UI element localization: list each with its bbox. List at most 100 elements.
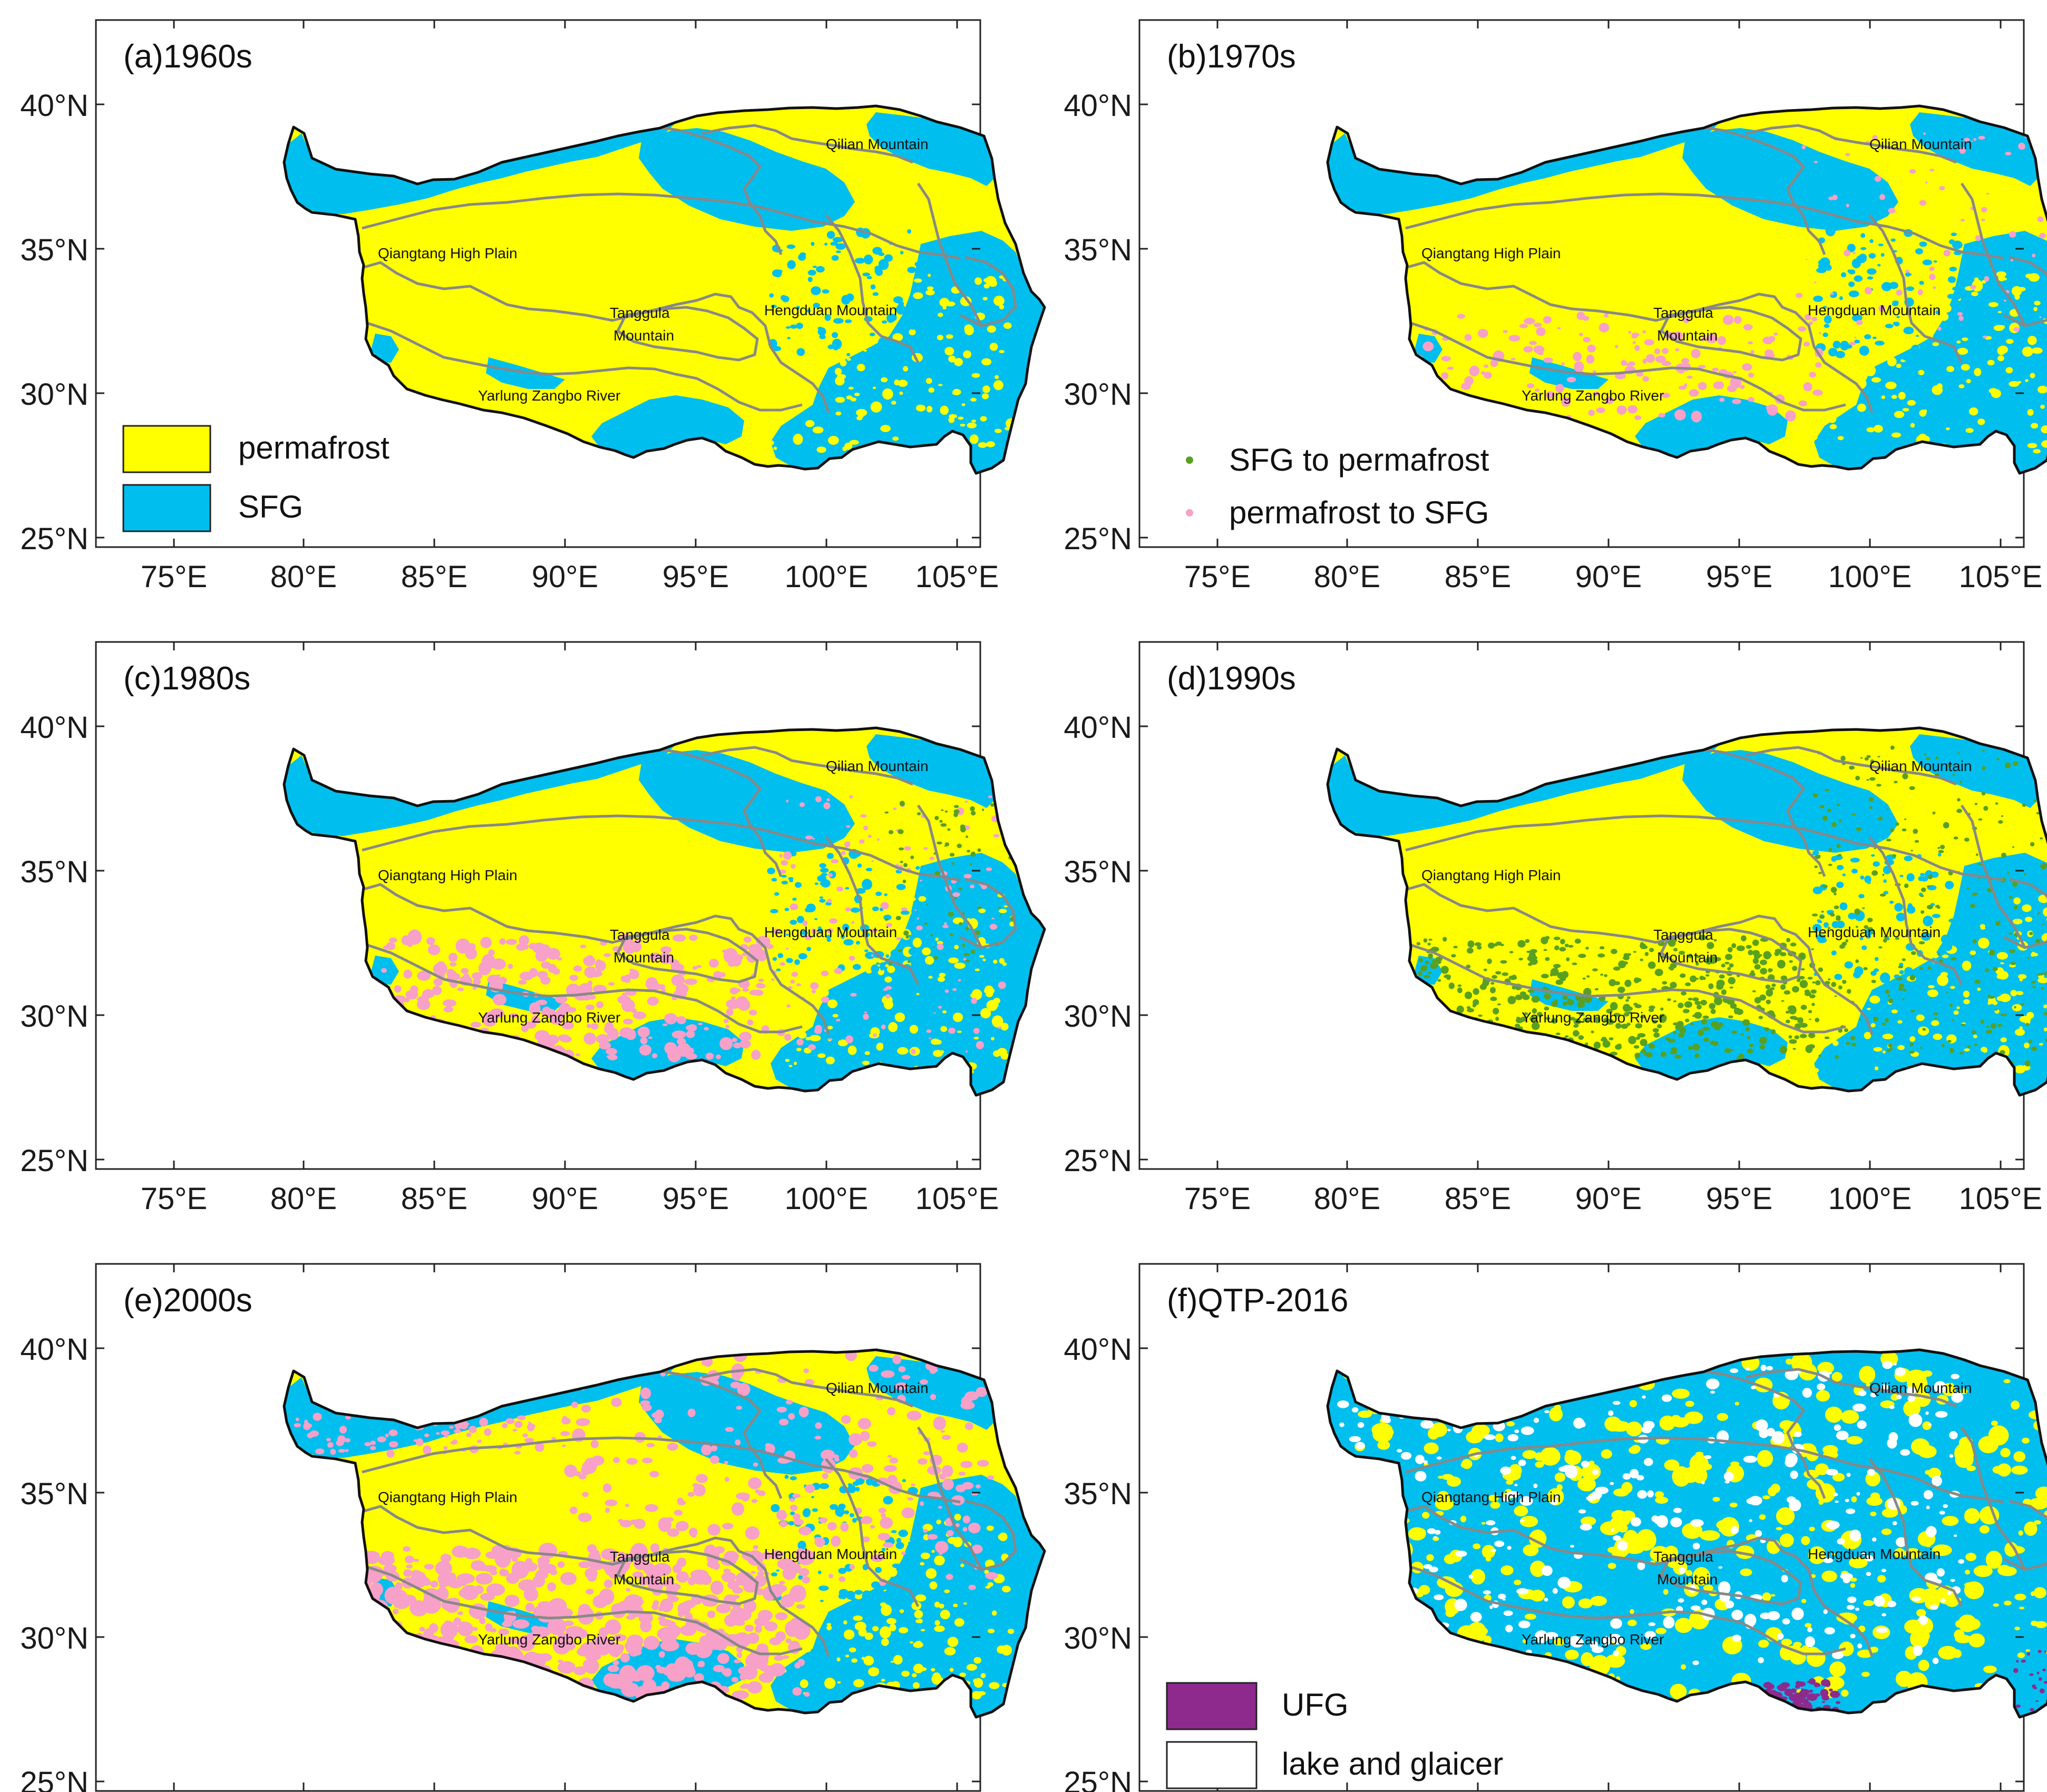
label-yarlung-zangbo-river: Yarlung Zangbo River (1522, 387, 1664, 404)
lat-tick-label: 40°N (20, 89, 89, 123)
lat-tick-label: 40°N (20, 710, 89, 745)
lon-tick-label: 95°E (662, 560, 729, 594)
label-hengduan-mountain: Hengduan Mountain (1808, 302, 1941, 318)
label-mountain: Mountain (1657, 949, 1718, 966)
label-yarlung-zangbo-river: Yarlung Zangbo River (478, 387, 620, 404)
lon-tick-label: 95°E (1706, 1182, 1772, 1216)
label-yarlung-zangbo-river: Yarlung Zangbo River (478, 1009, 620, 1026)
label-mountain: Mountain (1657, 1571, 1718, 1588)
lon-tick-label: 105°E (915, 1182, 999, 1216)
plateau-map: Qilian Mountain Qiangtang High Plain Tangg… (1328, 106, 2047, 473)
lat-tick-label: 35°N (1064, 1477, 1132, 1511)
lat-tick-label: 30°N (20, 377, 89, 412)
lon-tick-label: 105°E (1959, 560, 2043, 594)
lat-axis: 25°N 30°N 35°N 40°N (20, 710, 980, 1178)
label-tanggula: Tanggula (610, 305, 670, 321)
legend-dot (1186, 509, 1193, 517)
label-qilian-mountain: Qilian Mountain (1869, 136, 1972, 152)
lon-tick-label: 85°E (1445, 1182, 1511, 1216)
lat-tick-label: 25°N (20, 1766, 89, 1792)
lat-tick-label: 40°N (1064, 89, 1132, 123)
lon-tick-label: 100°E (1828, 1182, 1912, 1216)
legend: permafrost SFG (122, 425, 389, 532)
lon-tick-label: 90°E (532, 1182, 598, 1216)
map-panel-b: Qilian Mountain Qiangtang High Plain Tangg… (1064, 19, 2047, 594)
map-layers (1328, 112, 2047, 473)
legend-swatch (122, 484, 211, 532)
legend-label: SFG to permafrost (1229, 442, 1489, 478)
lon-tick-label: 80°E (270, 1182, 337, 1216)
lat-tick-label: 40°N (1064, 710, 1132, 745)
label-qilian-mountain: Qilian Mountain (1869, 1380, 1972, 1396)
lon-axis: 75°E 80°E 85°E 90°E 95°E 100°E 105°E (141, 20, 999, 594)
label-hengduan-mountain: Hengduan Mountain (1808, 1546, 1941, 1562)
label-yarlung-zangbo-river: Yarlung Zangbo River (1522, 1009, 1664, 1026)
legend-label: SFG (238, 489, 303, 524)
place-labels: Qilian Mountain Qiangtang High Plain Tangg… (1421, 758, 1972, 1026)
lon-tick-label: 75°E (1184, 560, 1251, 594)
lat-axis: 25°N 30°N 35°N 40°N (1064, 1332, 2024, 1792)
lat-tick-label: 25°N (1064, 1144, 1132, 1178)
lat-tick-label: 35°N (1064, 855, 1132, 889)
lon-tick-label: 75°E (141, 1182, 207, 1216)
label-mountain: Mountain (1657, 327, 1718, 344)
lon-tick-label: 105°E (915, 560, 999, 594)
label-qilian-mountain: Qilian Mountain (1869, 758, 1972, 774)
sfg-patches (1813, 225, 1963, 361)
label-qiangtang-high-plain: Qiangtang High Plain (378, 1489, 518, 1505)
lat-tick-label: 40°N (1064, 1332, 1132, 1367)
lon-tick-label: 75°E (141, 560, 207, 594)
lat-tick-label: 30°N (1064, 377, 1132, 412)
lat-tick-label: 25°N (1064, 522, 1132, 556)
lat-tick-label: 35°N (20, 233, 89, 267)
map-panel-a: Qilian Mountain Qiangtang High Plain Tangg… (20, 19, 1045, 594)
permafrost-patches (765, 1514, 1015, 1700)
lat-tick-label: 30°N (20, 1621, 89, 1655)
plateau-map: Qilian Mountain Qiangtang High Plain Tangg… (284, 728, 1045, 1095)
legend-label: permafrost to SFG (1229, 495, 1489, 530)
map-panel-e: Qilian Mountain Qiangtang High Plain Tangg… (20, 1263, 1045, 1792)
panel-title: (a)1960s (123, 38, 252, 75)
lon-tick-label: 100°E (785, 1182, 869, 1216)
label-tanggula: Tanggula (1653, 927, 1713, 943)
place-labels: Qilian Mountain Qiangtang High Plain Tangg… (1421, 136, 1972, 404)
lon-tick-label: 85°E (1445, 560, 1511, 594)
label-mountain: Mountain (613, 1571, 674, 1588)
label-qilian-mountain: Qilian Mountain (826, 136, 929, 152)
permafrost-to-sfg-patches (1796, 132, 2046, 346)
place-labels: Qilian Mountain Qiangtang High Plain Tangg… (378, 136, 929, 404)
legend-label: permafrost (238, 430, 389, 465)
lat-axis: 25°N 30°N 35°N 40°N (20, 1332, 980, 1792)
lon-tick-label: 80°E (270, 560, 337, 594)
lon-axis: 75°E 80°E 85°E 90°E 95°E 100°E 105°E (1184, 20, 2043, 594)
map-panel-d: Qilian Mountain Qiangtang High Plain Tangg… (1064, 641, 2047, 1216)
legend-swatch (122, 425, 211, 473)
place-labels: Qilian Mountain Qiangtang High Plain Tangg… (378, 1380, 929, 1648)
permafrost-patches (766, 271, 1017, 456)
lon-axis: 75°E 80°E 85°E 90°E 95°E 100°E 105°E (141, 642, 999, 1216)
lat-tick-label: 25°N (20, 1144, 89, 1178)
sfg-patches (768, 227, 920, 357)
lon-tick-label: 90°E (1575, 1182, 1642, 1216)
label-qiangtang-high-plain: Qiangtang High Plain (1421, 867, 1561, 883)
permafrost-to-sfg-patches (564, 1350, 998, 1594)
lat-axis: 25°N 30°N 35°N 40°N (1064, 710, 2024, 1178)
label-yarlung-zangbo-river: Yarlung Zangbo River (478, 1631, 620, 1648)
permafrost-to-sfg-patches (1409, 311, 1824, 424)
plateau-map: Qilian Mountain Qiangtang High Plain Tangg… (1328, 1350, 2047, 1717)
label-tanggula: Tanggula (610, 1548, 670, 1565)
lon-axis: 75°E 80°E 85°E 90°E 95°E 100°E 105°E (1184, 642, 2042, 1216)
map-panel-f: Qilian Mountain Qiangtang High Plain Tangg… (1064, 1263, 2047, 1792)
plateau-map: Qilian Mountain Qiangtang High Plain Tangg… (1328, 728, 2047, 1095)
lat-tick-label: 30°N (1064, 999, 1132, 1034)
label-qilian-mountain: Qilian Mountain (826, 758, 929, 774)
legend: UFG lake and glaicer (1166, 1682, 1503, 1789)
panel-title: (e)2000s (123, 1282, 252, 1319)
lat-tick-label: 35°N (20, 1477, 89, 1511)
legend-swatch (1166, 1682, 1258, 1730)
label-mountain: Mountain (613, 327, 674, 344)
legend-label: lake and glaicer (1282, 1746, 1503, 1781)
lat-tick-label: 35°N (1064, 233, 1132, 267)
map-layers (1328, 734, 2047, 1095)
